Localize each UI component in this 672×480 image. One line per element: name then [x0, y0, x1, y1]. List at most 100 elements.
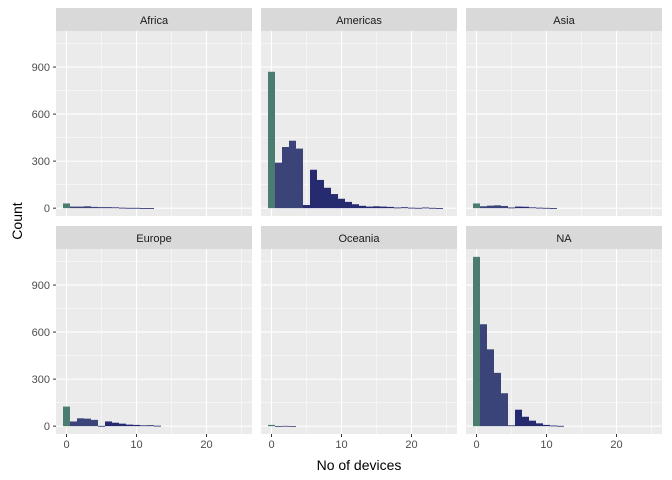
- histogram-bar: [494, 205, 501, 209]
- axes: 0 300 600 900 0 10 20 0 300 600 900 0 10 20 0 10 20: [32, 62, 623, 451]
- histogram-bar: [98, 425, 105, 427]
- histogram-bar: [494, 372, 501, 427]
- x-tick-label: 20: [405, 439, 417, 451]
- histogram-bar: [77, 206, 84, 209]
- y-tick-label: 300: [32, 374, 50, 386]
- histogram-bar: [487, 205, 494, 209]
- histogram-bar: [359, 205, 366, 209]
- y-tick-label: 0: [44, 421, 50, 433]
- y-tick-label: 0: [44, 203, 50, 215]
- histogram-bar: [105, 207, 112, 209]
- histogram-bar: [366, 206, 373, 209]
- histogram-bar: [380, 206, 387, 209]
- histogram-bar: [126, 207, 133, 209]
- y-tick-label: 600: [32, 327, 50, 339]
- histogram-bar: [105, 421, 112, 427]
- histogram-bar: [522, 416, 529, 427]
- histogram-bar: [147, 208, 154, 209]
- histogram-bar: [63, 203, 70, 209]
- x-tick-label: 10: [540, 439, 552, 451]
- y-tick-label: 900: [32, 280, 50, 292]
- histogram-bar: [154, 425, 161, 427]
- facet-strip: [56, 226, 252, 249]
- panel-background: [56, 249, 252, 434]
- histogram-bar: [317, 179, 324, 209]
- histogram-bar: [550, 425, 557, 427]
- histogram-bar: [487, 349, 494, 427]
- histogram-bar: [387, 206, 394, 209]
- histogram-bar: [84, 418, 91, 427]
- histogram-bar: [536, 423, 543, 427]
- x-tick-label: 0: [268, 439, 274, 451]
- facet-strip: [56, 8, 252, 31]
- histogram-bar: [557, 425, 564, 427]
- histogram-bar: [429, 207, 436, 209]
- y-tick-label: 900: [32, 62, 50, 74]
- histogram-bar: [126, 424, 133, 427]
- histogram-bar: [422, 207, 429, 209]
- histogram-bar: [296, 148, 303, 209]
- histogram-bar: [289, 426, 296, 427]
- histogram-bar: [140, 425, 147, 427]
- histogram-bar: [275, 162, 282, 209]
- histogram-bar: [473, 203, 480, 209]
- histogram-bar: [91, 419, 98, 427]
- facet-panel: NA: [466, 226, 662, 434]
- histogram-bar: [515, 206, 522, 209]
- facet-panel: Europe: [56, 226, 252, 434]
- histogram-bar: [522, 206, 529, 209]
- histogram-bar: [480, 206, 487, 209]
- histogram-bar: [324, 187, 331, 209]
- histogram-bar: [345, 201, 352, 209]
- histogram-bar: [373, 206, 380, 209]
- histogram-bar: [70, 421, 77, 427]
- facet-panel: Oceania: [261, 226, 457, 434]
- facet-panel: Americas: [261, 8, 457, 216]
- facet-label: Asia: [553, 15, 575, 27]
- histogram-bar: [501, 205, 508, 209]
- facet-strip: [261, 226, 457, 249]
- x-tick-label: 20: [200, 439, 212, 451]
- histogram-bar: [268, 71, 275, 209]
- facet-panels: Africa Americas Asia Europe Oceania NA: [56, 8, 662, 434]
- facet-label: Europe: [136, 233, 171, 245]
- facet-strip: [466, 226, 662, 249]
- histogram-bar: [508, 207, 515, 209]
- histogram-bar: [70, 206, 77, 209]
- histogram-bar: [436, 208, 443, 209]
- histogram-bar: [473, 256, 480, 427]
- histogram-bar: [543, 207, 550, 209]
- histogram-bar: [268, 424, 275, 427]
- histogram-bar: [63, 406, 70, 427]
- facet-label: Oceania: [339, 233, 381, 245]
- histogram-bar: [338, 198, 345, 209]
- facet-strip: [261, 8, 457, 31]
- histogram-bar: [508, 425, 515, 427]
- histogram-bar: [401, 207, 408, 209]
- histogram-bar: [352, 204, 359, 209]
- y-tick-label: 600: [32, 109, 50, 121]
- histogram-bar: [77, 418, 84, 427]
- histogram-bar: [529, 207, 536, 209]
- histogram-bar: [282, 425, 289, 427]
- histogram-bar: [480, 324, 487, 427]
- x-tick-label: 10: [130, 439, 142, 451]
- y-tick-label: 300: [32, 156, 50, 168]
- x-tick-label: 0: [63, 439, 69, 451]
- histogram-bar: [119, 423, 126, 427]
- histogram-bar: [91, 206, 98, 209]
- histogram-bar: [282, 147, 289, 209]
- histogram-bar: [408, 207, 415, 209]
- histogram-bar: [275, 426, 282, 427]
- facet-panel: Asia: [466, 8, 662, 216]
- histogram-bar: [543, 424, 550, 427]
- facet-panel: Africa: [56, 8, 252, 216]
- histogram-bar: [550, 208, 557, 209]
- facet-label: Americas: [336, 15, 382, 27]
- histogram-bar: [133, 424, 140, 427]
- facet-label: Africa: [140, 15, 169, 27]
- histogram-bar: [303, 205, 310, 209]
- x-tick-label: 10: [335, 439, 347, 451]
- facet-label: NA: [556, 233, 572, 245]
- histogram-bar: [289, 140, 296, 209]
